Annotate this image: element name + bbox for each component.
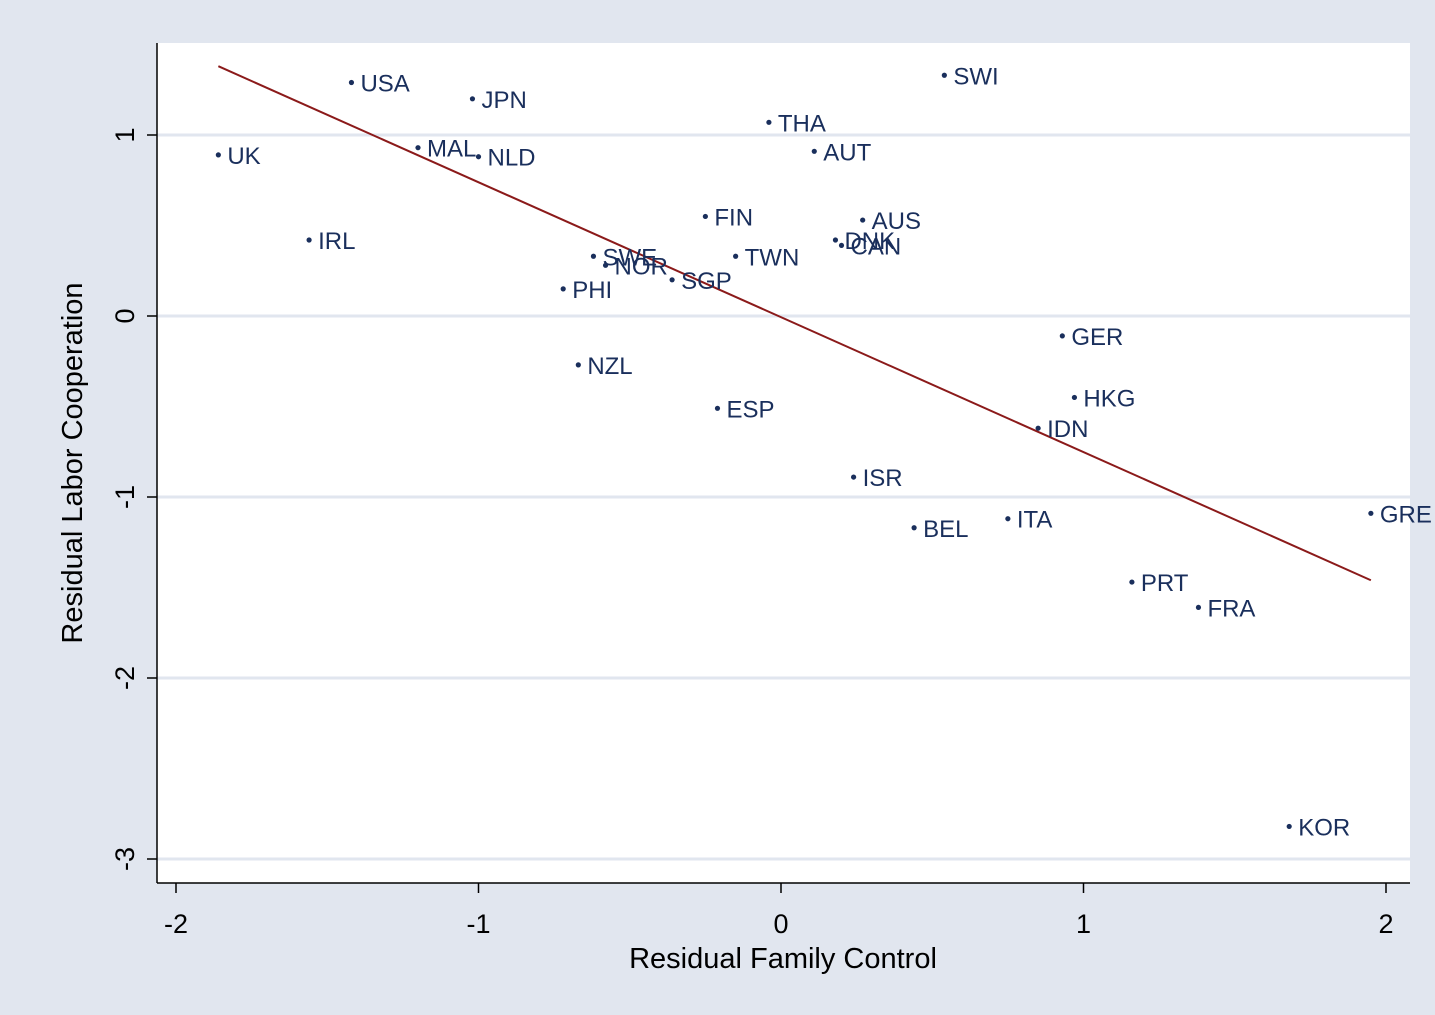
point-label: SGP [681, 268, 732, 295]
fit-line-layer [217, 65, 1372, 582]
point-label: SWI [953, 63, 998, 90]
point-label: NLD [488, 145, 536, 172]
data-point [602, 262, 609, 268]
data-point [941, 72, 947, 78]
point-label: MAL [427, 136, 476, 163]
x-tick-label: 2 [1378, 909, 1393, 939]
point-label: ESP [726, 396, 774, 423]
y-tick-label: -2 [110, 666, 140, 690]
data-point [669, 277, 675, 283]
point-label: SWE [602, 244, 657, 271]
x-tick-label: -1 [466, 909, 490, 939]
point-label: DNK [844, 228, 895, 255]
point-label: PRT [1141, 570, 1189, 597]
y-tick-label: 0 [110, 308, 140, 323]
point-label: GER [1071, 324, 1123, 351]
data-point [766, 119, 772, 125]
grid-lines [157, 133, 1410, 861]
data-point [714, 405, 721, 411]
data-point [306, 237, 312, 243]
data-point [1129, 579, 1135, 585]
data-point [415, 145, 421, 151]
data-point [1195, 604, 1202, 611]
point-label: IDN [1047, 416, 1088, 443]
data-point [575, 362, 581, 368]
data-point [590, 253, 597, 259]
data-point [215, 152, 221, 158]
plot-area [157, 43, 1410, 883]
data-point [1286, 823, 1292, 830]
point-label: KOR [1298, 814, 1350, 841]
x-tick-label: -2 [164, 909, 188, 939]
point-label: BEL [923, 516, 968, 543]
y-tick-label: -3 [110, 847, 140, 871]
x-tick-label: 1 [1076, 909, 1091, 939]
x-tick-label: 0 [773, 909, 788, 939]
point-label: TWN [745, 244, 800, 271]
data-point [811, 148, 817, 154]
point-label: THA [778, 110, 826, 137]
data-point [1059, 333, 1065, 339]
point-label: FRA [1207, 595, 1255, 622]
data-point [733, 253, 739, 259]
point-label: CAN [851, 233, 902, 260]
data-point [860, 217, 866, 223]
y-tick-label: -1 [110, 485, 140, 509]
point-label: FIN [714, 204, 753, 231]
data-point [851, 474, 857, 480]
point-label: HKG [1083, 385, 1135, 412]
data-point [911, 525, 917, 531]
axes: -2 -1 0 1 2 -3 -2 -1 0 1 [110, 43, 1410, 939]
data-point [1368, 510, 1374, 516]
point-label: PHI [572, 277, 612, 304]
data-point [348, 79, 355, 86]
point-label: AUT [823, 139, 871, 166]
point-label: NOR [615, 253, 668, 280]
data-point [469, 96, 476, 102]
y-axis-title: Residual Labor Cooperation [57, 282, 89, 643]
data-point [560, 286, 566, 292]
point-label: USA [360, 71, 409, 98]
data-point [1035, 425, 1041, 431]
data-point [1005, 516, 1011, 522]
y-tick-label: 1 [110, 127, 140, 142]
x-axis-title: Residual Family Control [629, 943, 937, 975]
data-point [838, 242, 845, 249]
point-label: UK [227, 143, 260, 170]
point-label: NZL [587, 353, 632, 380]
data-point [702, 213, 708, 220]
fit-line [217, 65, 1372, 582]
point-label: GRE [1380, 501, 1432, 528]
data-point [1071, 394, 1078, 401]
point-label: ISR [863, 465, 903, 492]
point-label: ITA [1017, 507, 1053, 534]
point-label: IRL [318, 228, 355, 255]
data-point [475, 154, 482, 160]
point-label: AUS [872, 208, 921, 235]
data-point [832, 237, 839, 243]
point-label: JPN [481, 87, 526, 114]
